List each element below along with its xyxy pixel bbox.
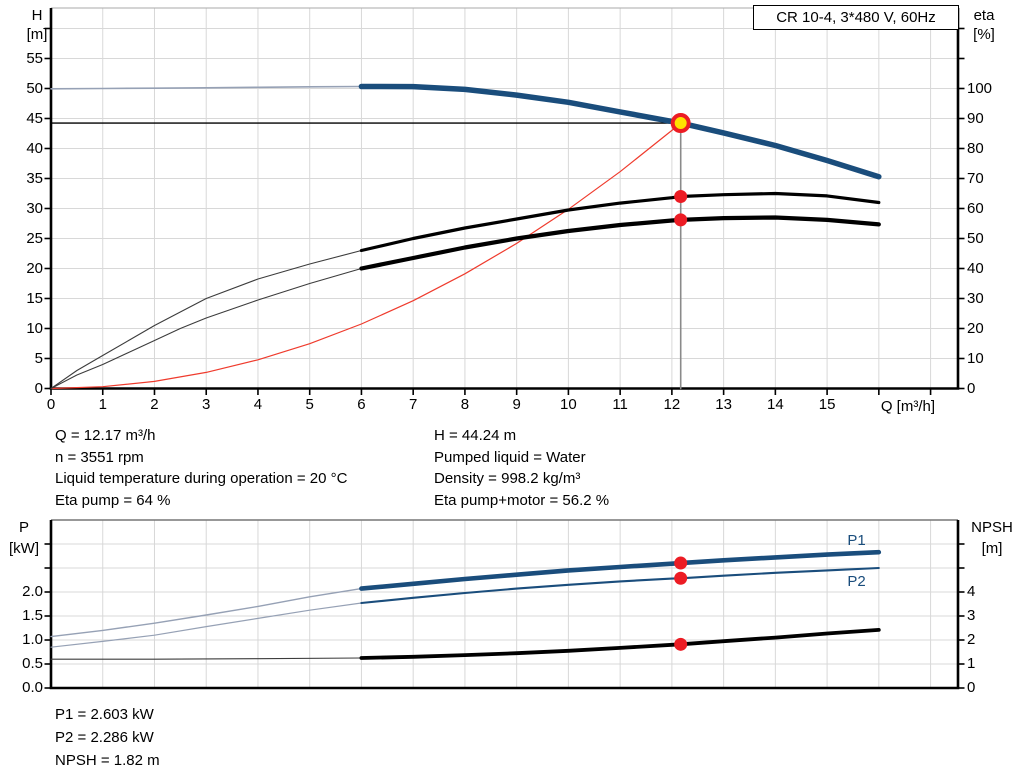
- anno-eta-pump-motor: Eta pump+motor = 56.2 %: [434, 492, 610, 510]
- eta-axis-symbol: eta: [973, 7, 995, 24]
- npsh-axis-unit: [m]: [981, 540, 1003, 557]
- p1-curve-preview: [50, 587, 363, 638]
- anno-pumped-liquid: Pumped liquid = Water: [434, 448, 586, 466]
- eta-axis-unit: [%]: [973, 26, 995, 43]
- eta-pump-curve: [359, 191, 881, 253]
- eta-axis-title: eta [%]: [962, 6, 1006, 44]
- eta-pump-motor-curve: [359, 215, 881, 271]
- qh-eta-chart: [44, 7, 965, 395]
- pump-title-box: CR 10-4, 3*480 V, 60Hz: [753, 5, 959, 30]
- anno-n: n = 3551 rpm: [55, 448, 144, 466]
- eta-pump-point: [674, 190, 688, 203]
- anno-npsh: NPSH = 1.82 m: [55, 751, 160, 769]
- eta-pump-motor-curve-preview: [50, 267, 362, 390]
- npsh-axis-symbol: NPSH: [971, 519, 1013, 536]
- duty-point: [670, 113, 691, 134]
- power-npsh-chart: [44, 519, 965, 690]
- q-axis-title: Q [m³/h]: [880, 398, 935, 415]
- anno-h: H = 44.24 m: [434, 427, 517, 444]
- p2-point: [674, 571, 688, 585]
- anno-p2: P2 = 2.286 kW: [55, 728, 154, 746]
- p-axis-symbol: P: [18, 519, 29, 536]
- p-axis-unit: [kW]: [9, 540, 39, 557]
- p1-curve: [359, 549, 882, 591]
- h-axis-unit: [m]: [26, 26, 48, 43]
- duty-info-left: Q = 12.17 m³/h n = 3551 rpm Liquid tempe…: [55, 425, 347, 512]
- npsh-curve-preview: [50, 657, 362, 660]
- anno-liquid-temp: Liquid temperature during operation = 20…: [55, 470, 348, 488]
- p-axis-title: P [kW]: [2, 517, 46, 559]
- anno-q: Q = 12.17 m³/h: [55, 427, 156, 444]
- duty-info-right: H = 44.24 m Pumped liquid = Water Densit…: [434, 425, 609, 512]
- p2-curve-preview: [50, 602, 362, 648]
- p1-point: [674, 556, 688, 570]
- eta-pump-motor-point: [674, 213, 688, 227]
- anno-density: Density = 998.2 kg/m³: [434, 470, 581, 488]
- p2-curve: [360, 566, 880, 605]
- system-curve: [50, 122, 682, 390]
- npsh-curve: [359, 628, 881, 660]
- h-axis-symbol: H: [31, 7, 43, 24]
- anno-p1: P1 = 2.603 kW: [55, 706, 154, 723]
- npsh-axis-title: NPSH [m]: [963, 517, 1021, 559]
- power-info: P1 = 2.603 kW P2 = 2.286 kW NPSH = 1.82 …: [55, 704, 160, 772]
- qh-curve: [358, 83, 882, 180]
- h-axis-title: H [m]: [16, 6, 58, 44]
- anno-eta-pump: Eta pump = 64 %: [55, 492, 171, 510]
- npsh-point: [674, 637, 688, 651]
- eta-pump-curve-preview: [50, 249, 362, 390]
- qh-curve-preview: [50, 85, 363, 90]
